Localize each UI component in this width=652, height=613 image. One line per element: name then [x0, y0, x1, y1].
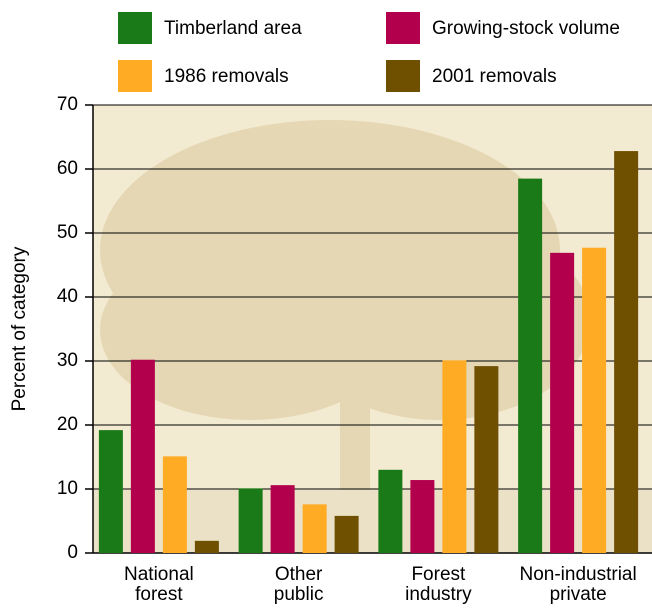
bar	[194, 540, 219, 553]
legend-label: Growing-stock volume	[432, 18, 620, 39]
legend-swatch	[118, 12, 152, 44]
y-tick-label: 10	[57, 478, 78, 499]
legend-swatch	[118, 60, 152, 92]
bar	[614, 151, 639, 553]
legend-swatch	[386, 60, 420, 92]
y-tick-label: 70	[57, 94, 78, 115]
bar	[518, 178, 543, 553]
legend-label: 1986 removals	[164, 66, 289, 87]
bar	[302, 504, 327, 553]
bar	[334, 515, 359, 553]
bar	[582, 247, 607, 553]
x-tick-label: National forest	[124, 564, 194, 605]
y-tick-label: 0	[67, 542, 78, 563]
legend-label: 2001 removals	[432, 66, 557, 87]
y-tick-label: 20	[57, 414, 78, 435]
y-tick-label: 50	[57, 222, 78, 243]
y-tick-label: 30	[57, 350, 78, 371]
bar	[238, 488, 263, 553]
bar	[162, 456, 187, 553]
y-tick-label: 40	[57, 286, 78, 307]
bar	[378, 469, 403, 553]
bar	[474, 366, 499, 553]
y-axis-label: Percent of category	[9, 246, 30, 411]
bar	[550, 252, 575, 553]
bar	[130, 359, 155, 553]
bar	[442, 360, 467, 553]
bar	[98, 430, 123, 553]
legend-label: Timberland area	[164, 18, 302, 39]
x-tick-label: Non-industrial private	[519, 564, 637, 605]
bar	[270, 485, 295, 553]
x-tick-label: Forest industry	[405, 564, 472, 605]
legend-swatch	[386, 12, 420, 44]
bar	[410, 480, 435, 553]
x-tick-label: Other public	[273, 564, 324, 605]
y-tick-label: 60	[57, 158, 78, 179]
